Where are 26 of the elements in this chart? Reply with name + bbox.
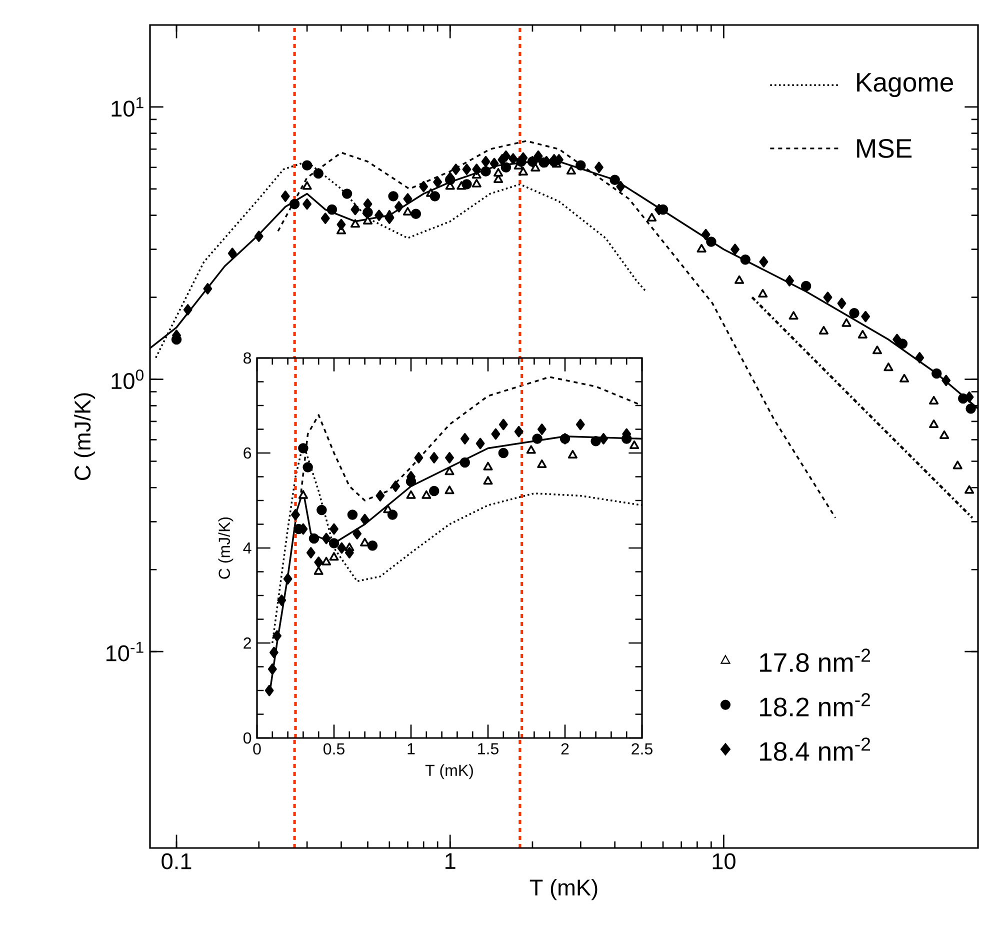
legend-label: 18.4 nm$^{-2}$ bbox=[760, 738, 870, 761]
x-tick-label: 0.5 bbox=[324, 743, 344, 755]
legend-label: Kagome bbox=[857, 73, 954, 98]
y-tick-label: 2 bbox=[244, 637, 251, 649]
y-tick-label: 10$^{-1}$ bbox=[106, 642, 144, 662]
y-tick-label: 6 bbox=[244, 447, 252, 459]
legend-label: 18.2 nm$^{-2}$ bbox=[760, 693, 870, 716]
legend-label: 17.8 nm$^{-2}$ bbox=[760, 648, 870, 672]
legend-label: MSE bbox=[857, 139, 912, 158]
y-axis-title: C (mJ/K) bbox=[218, 517, 234, 579]
x-tick-label: 1 bbox=[408, 743, 415, 754]
y-tick-label: 10$^{0}$ bbox=[112, 369, 144, 390]
x-tick-label: 0.1 bbox=[162, 853, 192, 870]
y-tick-label: 4 bbox=[243, 542, 252, 554]
x-axis-title: T (mK) bbox=[530, 878, 598, 900]
x-tick-label: 2 bbox=[561, 743, 569, 754]
x-tick-label: 2.5 bbox=[632, 743, 652, 755]
y-tick-label: 0 bbox=[243, 732, 252, 744]
y-tick-label: 10$^{1}$ bbox=[112, 97, 144, 117]
x-axis-title: T (mK) bbox=[425, 764, 473, 780]
x-tick-label: 10 bbox=[712, 853, 736, 870]
x-tick-label: 1 bbox=[446, 853, 456, 869]
y-tick-label: 8 bbox=[244, 352, 252, 364]
y-axis-title: C (mJ/K) bbox=[74, 393, 96, 480]
x-tick-label: 0 bbox=[253, 743, 261, 755]
x-tick-label: 1.5 bbox=[478, 743, 498, 754]
